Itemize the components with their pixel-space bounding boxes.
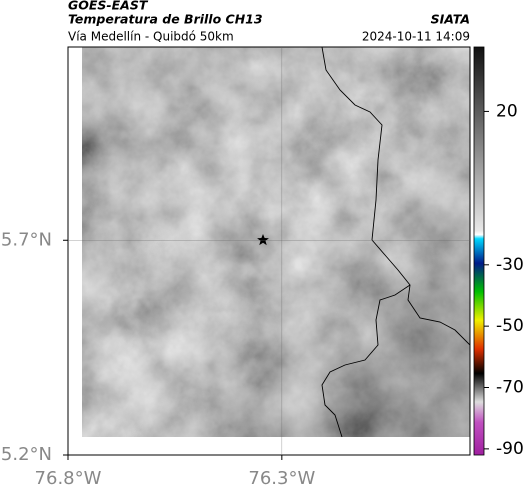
colorbar-tick-label: -90 — [496, 439, 524, 459]
map-frame — [67, 46, 471, 456]
source: GOES-EAST — [68, 0, 149, 13]
y-tick-label: 5.7°N — [1, 229, 52, 250]
y-tick-label: 5.2°N — [1, 444, 52, 465]
colorbar-tick-label: -70 — [496, 378, 524, 398]
route: Vía Medellín - Quibdó 50km — [68, 30, 234, 44]
datetime: 2024-10-11 14:09 — [362, 30, 470, 44]
x-tick-label: 76.8°W — [35, 468, 102, 489]
title: Temperatura de Brillo CH13 — [68, 12, 263, 27]
boundaries — [321, 47, 470, 437]
colorbar-tick-label: -30 — [496, 255, 524, 275]
org: SIATA — [431, 12, 470, 27]
x-tick-label: 76.3°W — [248, 468, 315, 489]
colorbar — [473, 46, 485, 456]
satellite-image — [82, 47, 470, 437]
colorbar-tick-label: -50 — [496, 316, 524, 336]
colorbar-tick-label: 20 — [496, 101, 518, 121]
station-marker — [257, 234, 269, 246]
